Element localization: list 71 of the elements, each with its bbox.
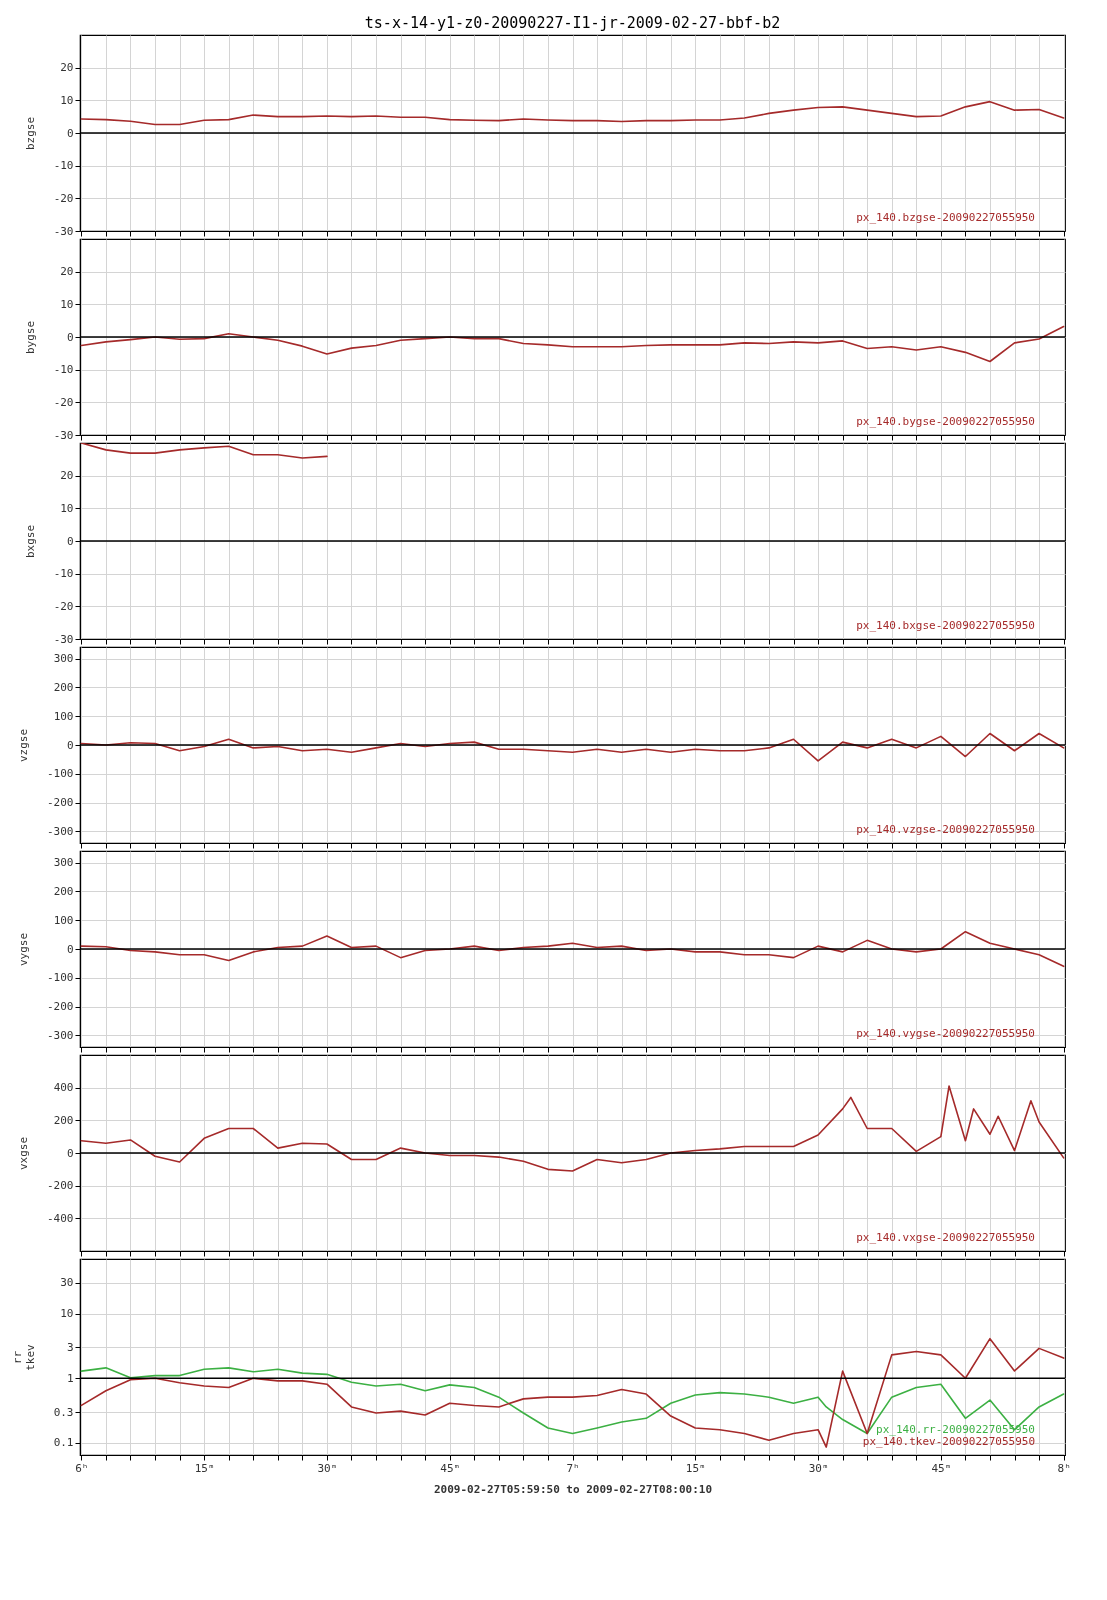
y-tick-label: -30 <box>53 428 74 442</box>
y-tick-label: 0 <box>66 738 74 752</box>
x-tick-label: 6ʰ <box>75 1461 89 1475</box>
chart-title: ts-x-14-y1-z0-20090227-I1-jr-2009-02-27-bbf-b2 <box>364 14 781 32</box>
y-tick-label: 100 <box>53 709 74 723</box>
y-tick-label: -300 <box>47 824 74 838</box>
y-tick-label: -20 <box>53 191 74 205</box>
y-tick-label: -400 <box>47 1211 74 1225</box>
y-tick-label: 0 <box>66 1146 74 1160</box>
y-tick-label: -200 <box>47 1000 74 1014</box>
y-axis-title: bxgse <box>23 524 37 559</box>
text: px_140.bxgse-20090227055950 <box>856 619 1035 632</box>
y-tick-label: 100 <box>53 913 74 927</box>
y-tick-label: 10 <box>60 93 74 107</box>
line-series <box>80 443 328 459</box>
y-tick-label: 20 <box>60 469 74 483</box>
x-tick-label: 8ʰ <box>1057 1461 1071 1475</box>
y-tick-label: 20 <box>60 265 74 279</box>
y-tick-label: -30 <box>53 632 74 646</box>
y-tick-label: 20 <box>60 61 74 75</box>
y-tick-label: 1 <box>66 1371 74 1385</box>
y-axis-title: vygse <box>17 932 31 967</box>
text: px_140.bygse-20090227055950 <box>856 415 1035 428</box>
line-series <box>80 100 1065 126</box>
y-tick-label: -100 <box>47 971 74 985</box>
y-tick-label: 0 <box>66 126 74 140</box>
y-tick-label: 200 <box>53 680 74 694</box>
text: px_140.vygse-20090227055950 <box>856 1027 1035 1040</box>
x-tick-label: 30ᵐ <box>808 1461 829 1475</box>
x-tick-label: 15ᵐ <box>685 1461 706 1475</box>
y-tick-label: -20 <box>53 395 74 409</box>
y-axis-title: bygse <box>23 320 37 355</box>
text: px_140.bzgse-20090227055950 <box>856 211 1035 224</box>
y-tick-label: 30 <box>60 1276 74 1290</box>
y-tick-label: 3 <box>66 1340 74 1354</box>
y-tick-label: -10 <box>53 159 74 173</box>
y-tick-label: -200 <box>47 1179 74 1193</box>
text: px_140.vzgse-20090227055950 <box>856 823 1035 836</box>
y-tick-label: 10 <box>60 1307 74 1321</box>
y-tick-label: 10 <box>60 297 74 311</box>
y-tick-label: 0 <box>66 534 74 548</box>
series-label: px_140.rr-20090227055950 <box>876 1423 1035 1436</box>
y-tick-label: 10 <box>60 501 74 515</box>
y-tick-label: -20 <box>53 599 74 613</box>
y-tick-label: 400 <box>53 1081 74 1095</box>
x-tick-label: 15ᵐ <box>194 1461 215 1475</box>
y-tick-label: 0 <box>66 942 74 956</box>
x-tick-label: 45ᵐ <box>931 1461 952 1475</box>
y-tick-label: 200 <box>53 884 74 898</box>
y-tick-label: 300 <box>53 652 74 666</box>
y-tick-label: -30 <box>53 224 74 238</box>
y-tick-label: -100 <box>47 767 74 781</box>
y-axis-title: bzgse <box>23 116 37 151</box>
y-tick-label: 0 <box>66 330 74 344</box>
y-axis-title: vxgse <box>17 1136 31 1171</box>
text: px_140.vxgse-20090227055950 <box>856 1231 1035 1244</box>
x-tick-label: 30ᵐ <box>317 1461 338 1475</box>
x-tick-label: 7ʰ <box>566 1461 580 1475</box>
y-axis-title: rr tkev <box>10 1343 37 1371</box>
y-tick-label: -10 <box>53 363 74 377</box>
y-tick-label: 0.1 <box>53 1436 74 1450</box>
series-label: px_140.tkev-20090227055950 <box>862 1435 1035 1448</box>
y-tick-label: -10 <box>53 567 74 581</box>
y-tick-label: 0.3 <box>53 1405 74 1419</box>
y-tick-label: 200 <box>53 1113 74 1127</box>
y-axis-title: vzgse <box>17 728 31 763</box>
y-tick-label: 300 <box>53 856 74 870</box>
y-tick-label: -300 <box>47 1028 74 1042</box>
x-axis-title: 2009-02-27T05:59:50 to 2009-02-27T08:00:10 <box>433 1482 713 1496</box>
y-tick-label: -200 <box>47 796 74 810</box>
x-tick-label: 45ᵐ <box>440 1461 461 1475</box>
